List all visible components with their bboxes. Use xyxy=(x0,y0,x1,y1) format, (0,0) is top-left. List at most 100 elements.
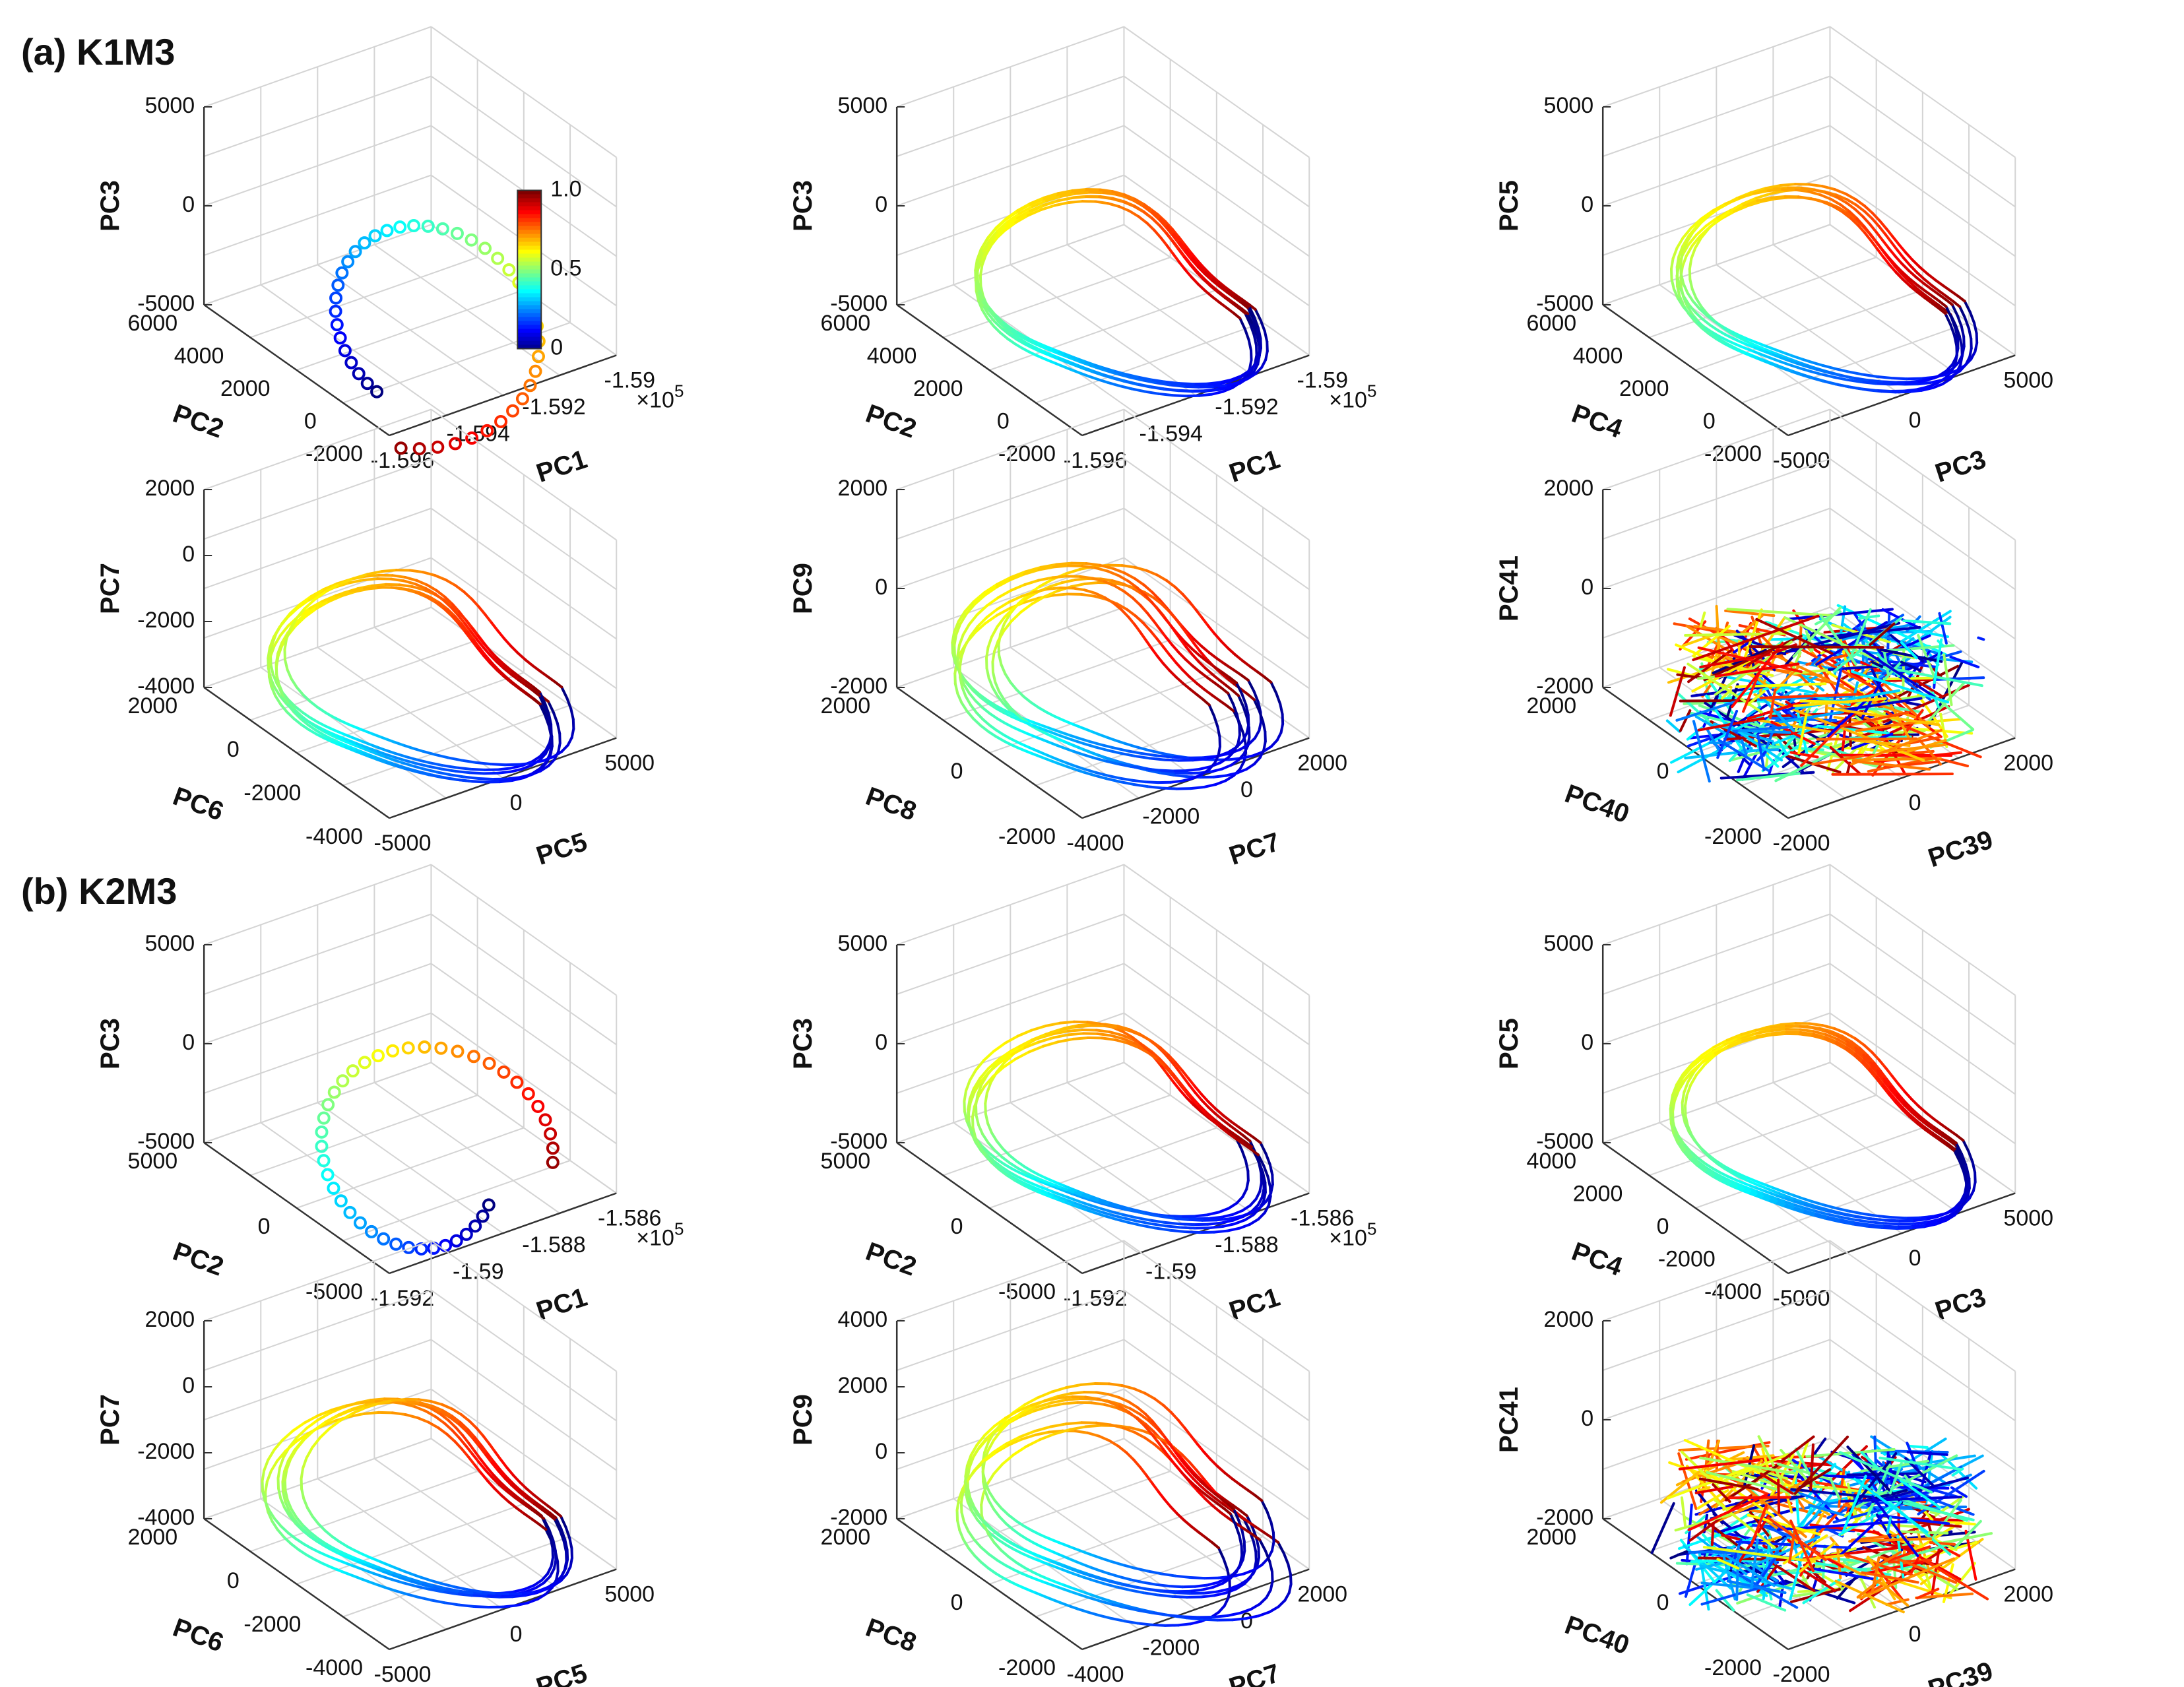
trace-segment xyxy=(1151,217,1161,228)
colorbar-step xyxy=(517,333,542,338)
grid-line xyxy=(896,963,1124,1044)
z-tick-label: 0 xyxy=(875,1439,887,1464)
trace-segment xyxy=(484,1453,494,1465)
trace-segment xyxy=(1937,290,1948,298)
trace-segment xyxy=(1204,289,1214,299)
trace-segment xyxy=(1118,780,1135,786)
trace-segment xyxy=(482,642,492,653)
trace-segment xyxy=(1723,333,1734,340)
trace-segment xyxy=(982,1523,990,1536)
trace-segment xyxy=(1862,1054,1873,1064)
trace-segment xyxy=(375,752,385,758)
trace-segment xyxy=(1190,258,1200,269)
z-tick-label: 0 xyxy=(1581,192,1593,217)
grid-line xyxy=(203,125,432,207)
trace-segment xyxy=(1015,331,1026,338)
grid-line xyxy=(1602,963,1830,1044)
trace-segment xyxy=(980,253,988,267)
trace-segment xyxy=(1735,751,1751,766)
trace-segment xyxy=(1190,276,1200,286)
trace-segment xyxy=(1735,334,1746,342)
colorbar-tick-label: 0.5 xyxy=(550,255,581,280)
x-axis-line xyxy=(1787,354,2016,437)
trace-segment xyxy=(469,767,486,771)
grid-line xyxy=(373,1082,560,1214)
trace-segment xyxy=(1271,1570,1274,1583)
trace-segment xyxy=(1211,284,1221,294)
trace-segment xyxy=(1109,1603,1125,1609)
trace-segment xyxy=(1224,1587,1238,1595)
trace-segment xyxy=(992,1160,1004,1169)
y-axis-label: PC2 xyxy=(169,1237,227,1282)
trace-segment xyxy=(964,1475,967,1488)
trace-segment xyxy=(1151,590,1161,602)
trace-segment xyxy=(1800,186,1816,191)
trace-segment xyxy=(1824,1212,1842,1219)
trace-segment xyxy=(308,1531,319,1540)
trace-segment xyxy=(1122,1426,1136,1434)
trace-segment xyxy=(1266,1175,1272,1189)
trace-segment xyxy=(294,612,307,625)
trace-segment xyxy=(1956,314,1963,328)
trace-segment xyxy=(279,703,288,713)
trace-segment xyxy=(1062,1587,1073,1593)
trace-segment xyxy=(1793,361,1806,367)
trace-segment xyxy=(546,700,555,715)
trace-segment xyxy=(1824,1215,1841,1221)
trace-segment xyxy=(1882,1077,1892,1089)
trace-segment xyxy=(1031,595,1046,606)
colorbar-step xyxy=(517,238,542,243)
trace-segment xyxy=(318,1427,331,1440)
trace-segment xyxy=(1093,774,1108,780)
trace-segment xyxy=(496,629,506,640)
trace-segment xyxy=(403,767,418,773)
x-exponent: 5 xyxy=(1367,381,1376,400)
trace-segment xyxy=(1241,1188,1248,1198)
trace-segment xyxy=(1218,291,1229,300)
y-axis-label: PC2 xyxy=(862,399,920,444)
data-point xyxy=(317,1154,331,1168)
trace-segment xyxy=(1248,305,1256,319)
trace-segment xyxy=(1211,694,1222,703)
trace-segment xyxy=(1097,1599,1112,1606)
trace-segment xyxy=(1233,302,1243,310)
trace-segment xyxy=(1887,247,1897,258)
trace-segment xyxy=(1821,1203,1836,1209)
trace-segment xyxy=(1184,243,1193,255)
trace-segment xyxy=(984,1102,987,1116)
grid-line xyxy=(1123,458,1310,590)
trace-segment xyxy=(1169,1228,1186,1234)
trace-segment xyxy=(1695,1063,1706,1076)
trace-segment xyxy=(1017,1179,1027,1186)
trace-segment xyxy=(1162,662,1171,672)
trace-segment xyxy=(1223,1507,1232,1515)
z-tick-label: 5000 xyxy=(838,93,888,118)
trace-segment xyxy=(1678,1139,1686,1151)
trace-segment xyxy=(547,716,552,730)
trace-segment xyxy=(1719,210,1736,220)
trace-segment xyxy=(1107,202,1121,208)
grid-line xyxy=(1602,507,1830,589)
trace-segment xyxy=(1839,203,1851,213)
trace-segment xyxy=(1279,703,1284,716)
trace-segment xyxy=(1168,669,1178,679)
trace-segment xyxy=(1163,1435,1172,1447)
data-point xyxy=(431,440,445,454)
x-axis-label: PC3 xyxy=(1932,1283,1990,1326)
trace-segment xyxy=(1683,1104,1687,1118)
trace-segment xyxy=(1235,767,1248,775)
trace-segment xyxy=(1106,569,1120,577)
trace-segment xyxy=(283,648,286,661)
grid-line xyxy=(1123,1289,1310,1422)
trace-segment xyxy=(505,1489,516,1499)
trace-segment xyxy=(1799,1028,1815,1033)
trace-segment xyxy=(961,623,971,637)
trace-segment xyxy=(1173,585,1184,596)
trace-segment xyxy=(1813,367,1828,374)
trace-segment xyxy=(1928,297,1939,306)
trace-segment xyxy=(1031,1571,1043,1577)
trace-segment xyxy=(267,646,271,660)
trace-segment xyxy=(1246,372,1257,381)
trace-segment xyxy=(1866,1223,1884,1228)
trace-segment xyxy=(976,1518,985,1529)
